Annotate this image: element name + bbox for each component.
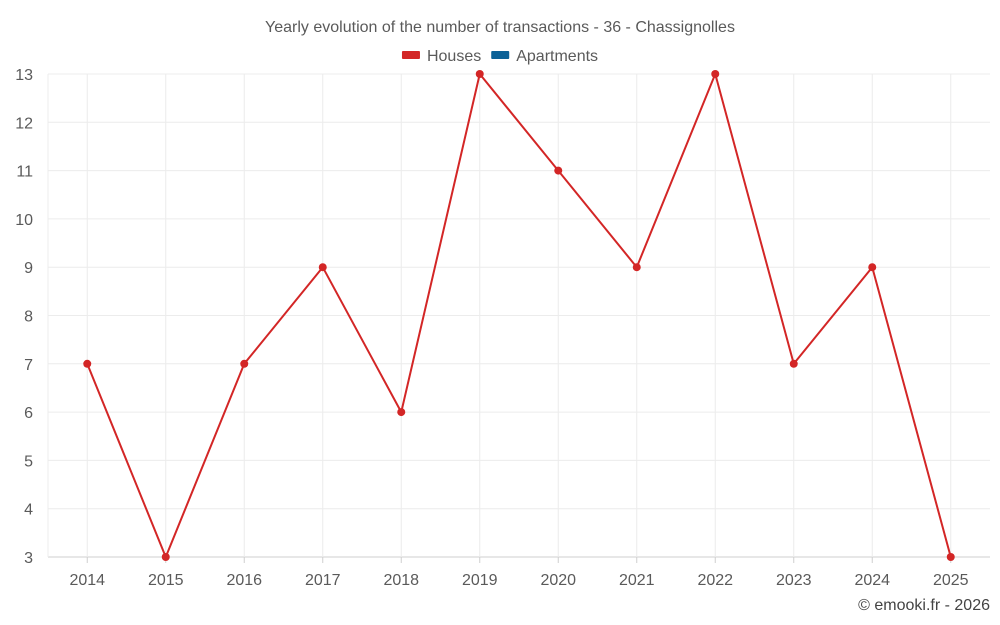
data-point-houses[interactable] — [397, 408, 406, 417]
y-tick-label: 7 — [24, 357, 33, 374]
chart-title: Yearly evolution of the number of transa… — [265, 19, 735, 36]
x-tick-label: 2016 — [226, 572, 262, 589]
x-tick-label: 2020 — [540, 572, 576, 589]
x-tick-label: 2024 — [854, 572, 890, 589]
y-tick-label: 11 — [16, 164, 33, 181]
chart-grid — [47, 73, 990, 558]
data-point-houses[interactable] — [868, 263, 877, 272]
y-tick-label: 8 — [24, 309, 33, 326]
data-point-houses[interactable] — [240, 359, 249, 368]
x-tick-label: 2018 — [383, 572, 419, 589]
data-point-houses[interactable] — [318, 263, 327, 272]
data-point-houses[interactable] — [789, 359, 798, 368]
x-tick-label: 2019 — [462, 572, 498, 589]
y-tick-label: 10 — [15, 212, 33, 229]
y-tick-label: 13 — [15, 67, 33, 84]
y-tick-label: 4 — [24, 502, 33, 519]
credit-text: © emooki.fr - 2026 — [858, 597, 990, 614]
legend-swatch — [491, 51, 510, 59]
data-point-houses[interactable] — [161, 553, 170, 561]
data-point-houses[interactable] — [632, 263, 641, 272]
data-point-houses[interactable] — [554, 166, 563, 175]
x-tick-label: 2015 — [148, 572, 184, 589]
y-tick-label: 3 — [24, 550, 33, 567]
x-tick-label: 2014 — [69, 572, 105, 589]
data-point-houses[interactable] — [475, 70, 484, 78]
data-point-houses[interactable] — [83, 359, 92, 368]
y-axis: 3 4 5 6 7 8 9 10 11 12 13 — [15, 67, 33, 567]
chart-legend: Houses Apartments — [401, 48, 598, 65]
x-axis: 2014 2015 2016 2017 2018 2019 2020 2021 2022 2023… — [69, 557, 969, 589]
data-point-houses[interactable] — [946, 553, 955, 561]
x-tick-label: 2021 — [619, 572, 655, 589]
y-tick-label: 6 — [24, 405, 33, 422]
legend-item-apartments[interactable]: Apartments — [491, 48, 598, 65]
series-layer — [83, 70, 955, 561]
legend-swatch — [401, 51, 420, 59]
y-tick-label: 12 — [15, 115, 33, 132]
legend-item-houses[interactable]: Houses — [401, 48, 481, 65]
y-tick-label: 9 — [24, 260, 33, 277]
x-tick-label: 2023 — [776, 572, 812, 589]
x-tick-label: 2022 — [697, 572, 733, 589]
x-tick-label: 2017 — [305, 572, 341, 589]
series-line-houses — [86, 73, 952, 558]
y-tick-label: 5 — [24, 453, 33, 470]
legend-label: Apartments — [516, 48, 598, 65]
x-tick-label: 2025 — [933, 572, 969, 589]
data-point-houses[interactable] — [711, 70, 720, 78]
legend-label: Houses — [427, 48, 481, 65]
